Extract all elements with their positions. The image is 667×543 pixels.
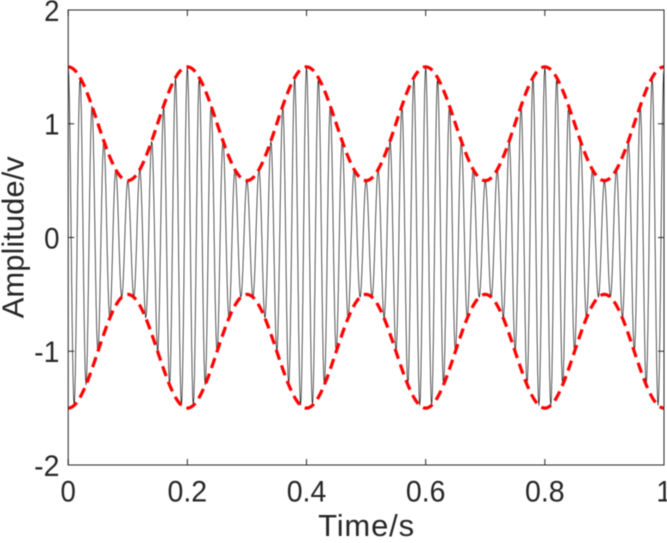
svg-text:0.6: 0.6 (406, 475, 446, 508)
svg-text:-2: -2 (34, 450, 59, 483)
svg-text:2: 2 (44, 0, 59, 28)
svg-text:1: 1 (656, 475, 667, 508)
svg-text:0: 0 (44, 222, 59, 255)
svg-text:Time/s: Time/s (318, 508, 414, 538)
svg-text:-1: -1 (34, 336, 59, 369)
svg-text:0.4: 0.4 (287, 475, 327, 508)
svg-text:0.8: 0.8 (525, 475, 565, 508)
svg-text:0.2: 0.2 (168, 475, 208, 508)
svg-text:Amplitude/v: Amplitude/v (0, 156, 31, 318)
svg-text:0: 0 (61, 475, 76, 508)
svg-text:1: 1 (44, 109, 59, 142)
